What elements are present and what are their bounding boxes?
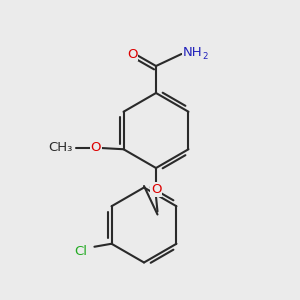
Text: 2: 2 [202,52,207,61]
Text: Cl: Cl [74,245,88,258]
Text: O: O [151,183,161,196]
Text: O: O [91,141,101,154]
Text: CH₃: CH₃ [49,141,73,154]
Text: O: O [127,47,137,61]
Text: NH: NH [183,46,203,59]
